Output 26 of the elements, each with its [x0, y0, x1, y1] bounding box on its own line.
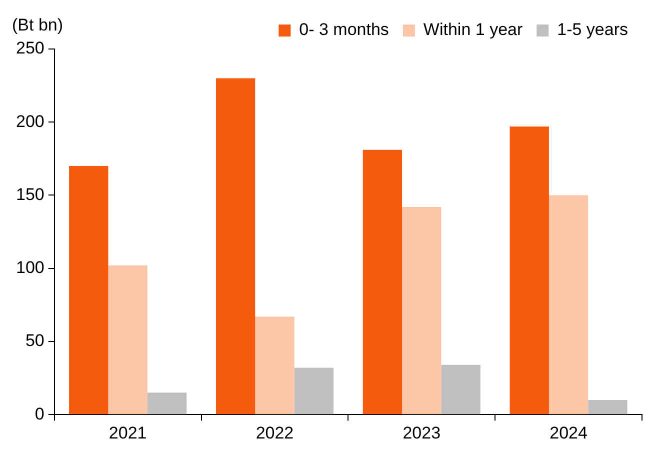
legend-label: 0- 3 months	[299, 20, 389, 40]
bar	[108, 265, 148, 414]
y-tick-label: 150	[16, 184, 44, 204]
legend-label: Within 1 year	[423, 20, 523, 40]
y-tick-label: 100	[16, 258, 44, 278]
bar	[441, 364, 480, 414]
y-tick-label: 50	[25, 331, 44, 350]
bar	[588, 400, 628, 414]
bar	[402, 206, 442, 414]
bar	[362, 150, 402, 414]
legend-label: 1-5 years	[557, 20, 628, 40]
y-tick-label: 250	[16, 38, 44, 58]
bar	[69, 166, 108, 414]
bar	[216, 78, 256, 414]
x-tick-label: 2021	[108, 423, 147, 442]
bar	[548, 195, 588, 414]
y-axis-title: (Bt bn)	[12, 16, 64, 35]
y-tick-label: 200	[16, 112, 44, 131]
y-tick-label: 0	[34, 404, 44, 424]
bar	[255, 316, 294, 414]
bar	[510, 126, 549, 414]
bar	[294, 368, 334, 414]
x-tick-label: 2024	[550, 423, 588, 442]
bar	[147, 392, 187, 414]
x-tick-label: 2022	[256, 423, 294, 442]
x-tick-label: 2023	[402, 423, 441, 442]
